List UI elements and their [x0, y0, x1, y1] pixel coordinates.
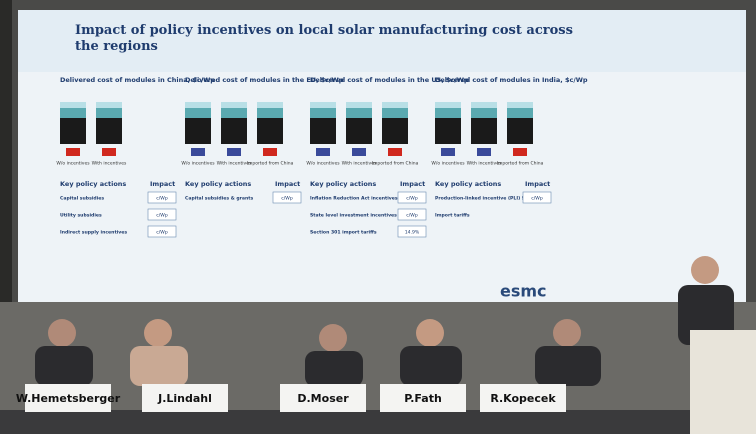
flag [227, 148, 241, 156]
bar-base [382, 118, 408, 144]
panelist-name: R.Kopecek [490, 392, 556, 405]
bar-base [221, 118, 247, 144]
bar-label: Imported from China [247, 161, 294, 167]
flag [352, 148, 366, 156]
bar-base [507, 118, 533, 144]
bar-mid [60, 108, 86, 118]
impact-value: c/Wp [156, 196, 168, 202]
flag [102, 148, 116, 156]
bar-label: Imported from China [372, 161, 419, 167]
bar-label: W/o incentives [431, 161, 465, 167]
bar-mid [507, 108, 533, 118]
impact-value: c/Wp [406, 196, 418, 202]
bar-mid [221, 108, 247, 118]
impact-value: c/Wp [156, 213, 168, 219]
impact-label: Impact [525, 180, 550, 188]
bar-label: W/o incentives [56, 161, 90, 167]
policy: Section 301 import tariffs [310, 230, 377, 236]
policy: Utility subsidies [60, 213, 102, 219]
bar-top [435, 102, 461, 108]
bar-top [310, 102, 336, 108]
bar-base [60, 118, 86, 144]
impact-value: c/Wp [156, 230, 168, 236]
key-label: Key policy actions [185, 180, 251, 188]
policy: Capital subsidies [60, 196, 104, 202]
bar-top [346, 102, 372, 108]
logo: esmc [500, 282, 547, 301]
bar-base [310, 118, 336, 144]
policy: Capital subsidies & grants [185, 196, 253, 202]
flag [513, 148, 527, 156]
bar-base [346, 118, 372, 144]
flag [388, 148, 402, 156]
impact-value: c/Wp [406, 213, 418, 219]
panelist-name: W.Hemetsberger [16, 392, 121, 405]
policy: Inflation Reduction Act incentives [310, 196, 398, 202]
bar-label: W/o incentives [306, 161, 340, 167]
bar-top [471, 102, 497, 108]
bar-label: With incentives [92, 161, 127, 167]
impact-label: Impact [400, 180, 425, 188]
flag [263, 148, 277, 156]
impact-label: Impact [275, 180, 300, 188]
key-label: Key policy actions [310, 180, 376, 188]
bar-base [185, 118, 211, 144]
bar-label: Imported from China [497, 161, 544, 167]
key-label: Key policy actions [60, 180, 126, 188]
bar-base [96, 118, 122, 144]
photo: Impact of policy incentives on local sol… [0, 0, 756, 434]
flag [477, 148, 491, 156]
flag [66, 148, 80, 156]
bar-top [96, 102, 122, 108]
bar-mid [382, 108, 408, 118]
bar-mid [471, 108, 497, 118]
policy: Indirect supply incentives [60, 230, 127, 236]
impact-value: c/Wp [531, 196, 543, 202]
bar-top [382, 102, 408, 108]
flag [441, 148, 455, 156]
panelist-name: J.Lindahl [157, 392, 212, 405]
bar-top [257, 102, 283, 108]
policy: State level investment incentives [310, 213, 397, 219]
panelist-name: P.Fath [404, 392, 442, 405]
impact-label: Impact [150, 180, 175, 188]
bar-mid [346, 108, 372, 118]
bar-mid [435, 108, 461, 118]
region-header: Delivered cost of modules in India, $c/W… [435, 76, 588, 84]
key-label: Key policy actions [435, 180, 501, 188]
impact-value: 14.9% [405, 230, 420, 236]
bar-base [257, 118, 283, 144]
flag [191, 148, 205, 156]
policy: Import tariffs [435, 213, 470, 219]
bar-mid [257, 108, 283, 118]
panelist-name: D.Moser [297, 392, 349, 405]
bar-top [221, 102, 247, 108]
impact-value: c/Wp [281, 196, 293, 202]
bar-mid [185, 108, 211, 118]
bar-top [185, 102, 211, 108]
bar-mid [310, 108, 336, 118]
table [0, 410, 690, 434]
bar-base [435, 118, 461, 144]
lectern [690, 330, 756, 434]
bar-top [60, 102, 86, 108]
bar-label: W/o incentives [181, 161, 215, 167]
bar-base [471, 118, 497, 144]
flag [316, 148, 330, 156]
bar-mid [96, 108, 122, 118]
bar-top [507, 102, 533, 108]
